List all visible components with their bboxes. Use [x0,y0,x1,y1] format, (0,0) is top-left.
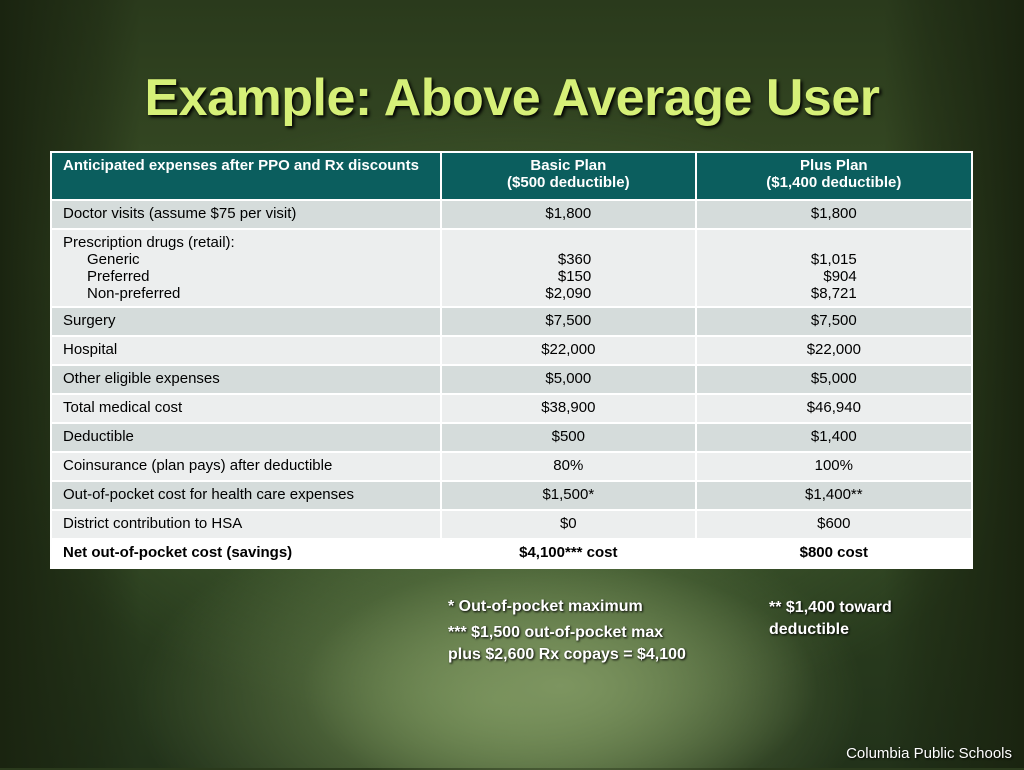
row-label-prescriptions: Prescription drugs (retail): Generic Pre… [50,228,442,308]
footnote-oop-max: * Out-of-pocket maximum [448,598,643,615]
rx-nonpreferred-label: Non-preferred [87,285,181,302]
row-label: Deductible [50,422,442,453]
basic-value: $500 [440,422,697,453]
row-label: Total medical cost [50,393,442,424]
plus-net-cost: $800 cost [694,538,974,569]
table-row: District contribution to HSA $0 $600 [50,509,974,540]
row-label: Coinsurance (plan pays) after deductible [50,451,442,482]
basic-value: 80% [440,451,697,482]
footnote-toward-deductible: ** $1,400 toward deductible [769,597,892,641]
table-row-net-cost: Net out-of-pocket cost (savings) $4,100*… [50,538,974,569]
slide-title: Example: Above Average User [144,69,880,127]
header-plus-plan-deductible: ($1,400 deductible) [766,174,902,191]
row-label: Out-of-pocket cost for health care expen… [50,480,442,511]
table-row: Total medical cost $38,900 $46,940 [50,393,974,424]
basic-rx-generic: $360 [557,251,592,268]
plus-value: $1,800 [694,199,974,230]
basic-rx-preferred: $150 [557,268,592,285]
row-label: Surgery [50,306,442,337]
net-cost-label: Net out-of-pocket cost (savings) [50,538,442,569]
rx-preferred-label: Preferred [87,268,150,285]
plus-value: $22,000 [694,335,974,366]
basic-rx-nonpreferred: $2,090 [545,285,592,302]
rx-label: Prescription drugs (retail): [63,234,235,251]
basic-value: $5,000 [440,364,697,395]
basic-value: $38,900 [440,393,697,424]
plus-rx-preferred: $904 [823,268,857,285]
footnote-toward-deductible-line1: ** $1,400 toward [769,599,892,616]
table-row: Out-of-pocket cost for health care expen… [50,480,974,511]
rx-generic-label: Generic [87,251,140,268]
footer-organization: Columbia Public Schools [846,745,1012,762]
table-row: Surgery $7,500 $7,500 [50,306,974,337]
basic-value: $7,500 [440,306,697,337]
footnote-rx-copays-line2: plus $2,600 Rx copays = $4,100 [448,646,686,663]
plus-value: $1,400 [694,422,974,453]
plan-comparison-table: Anticipated expenses after PPO and Rx di… [50,151,974,569]
plus-value: $600 [694,509,974,540]
row-label: Doctor visits (assume $75 per visit) [50,199,442,230]
basic-rx-values-stack: $360 $150 $2,090 [545,251,591,302]
plus-value: 100% [694,451,974,482]
table-row: Deductible $500 $1,400 [50,422,974,453]
row-label: District contribution to HSA [50,509,442,540]
basic-value: $1,500* [440,480,697,511]
basic-value: $22,000 [440,335,697,366]
table-row-prescriptions: Prescription drugs (retail): Generic Pre… [50,228,974,308]
plus-rx-values-stack: $1,015 $904 $8,721 [811,251,857,302]
table-header-row: Anticipated expenses after PPO and Rx di… [50,151,974,201]
row-label: Hospital [50,335,442,366]
background-path [300,560,820,770]
row-label: Other eligible expenses [50,364,442,395]
footnote-rx-copays-line1: *** $1,500 out-of-pocket max [448,624,664,641]
plus-rx-values: $1,015 $904 $8,721 [694,228,974,308]
table-row: Hospital $22,000 $22,000 [50,335,974,366]
header-basic-plan-name: Basic Plan [530,157,607,174]
footnote-toward-deductible-line2: deductible [769,621,850,638]
header-basic-plan-deductible: ($500 deductible) [507,174,630,191]
basic-value: $1,800 [440,199,697,230]
table-row: Doctor visits (assume $75 per visit) $1,… [50,199,974,230]
basic-rx-values: $360 $150 $2,090 [440,228,697,308]
footnote-rx-copays: *** $1,500 out-of-pocket max plus $2,600… [448,622,686,666]
header-plus-plan: Plus Plan ($1,400 deductible) [694,151,974,201]
header-basic-plan: Basic Plan ($500 deductible) [440,151,697,201]
plus-value: $1,400** [694,480,974,511]
plus-value: $46,940 [694,393,974,424]
plus-rx-nonpreferred: $8,721 [810,285,857,302]
header-expenses: Anticipated expenses after PPO and Rx di… [50,151,442,201]
basic-value: $0 [440,509,697,540]
table-row: Coinsurance (plan pays) after deductible… [50,451,974,482]
plus-rx-generic: $1,015 [810,251,857,268]
plus-value: $7,500 [694,306,974,337]
basic-net-cost: $4,100*** cost [440,538,697,569]
plus-value: $5,000 [694,364,974,395]
header-plus-plan-name: Plus Plan [800,157,868,174]
table-row: Other eligible expenses $5,000 $5,000 [50,364,974,395]
